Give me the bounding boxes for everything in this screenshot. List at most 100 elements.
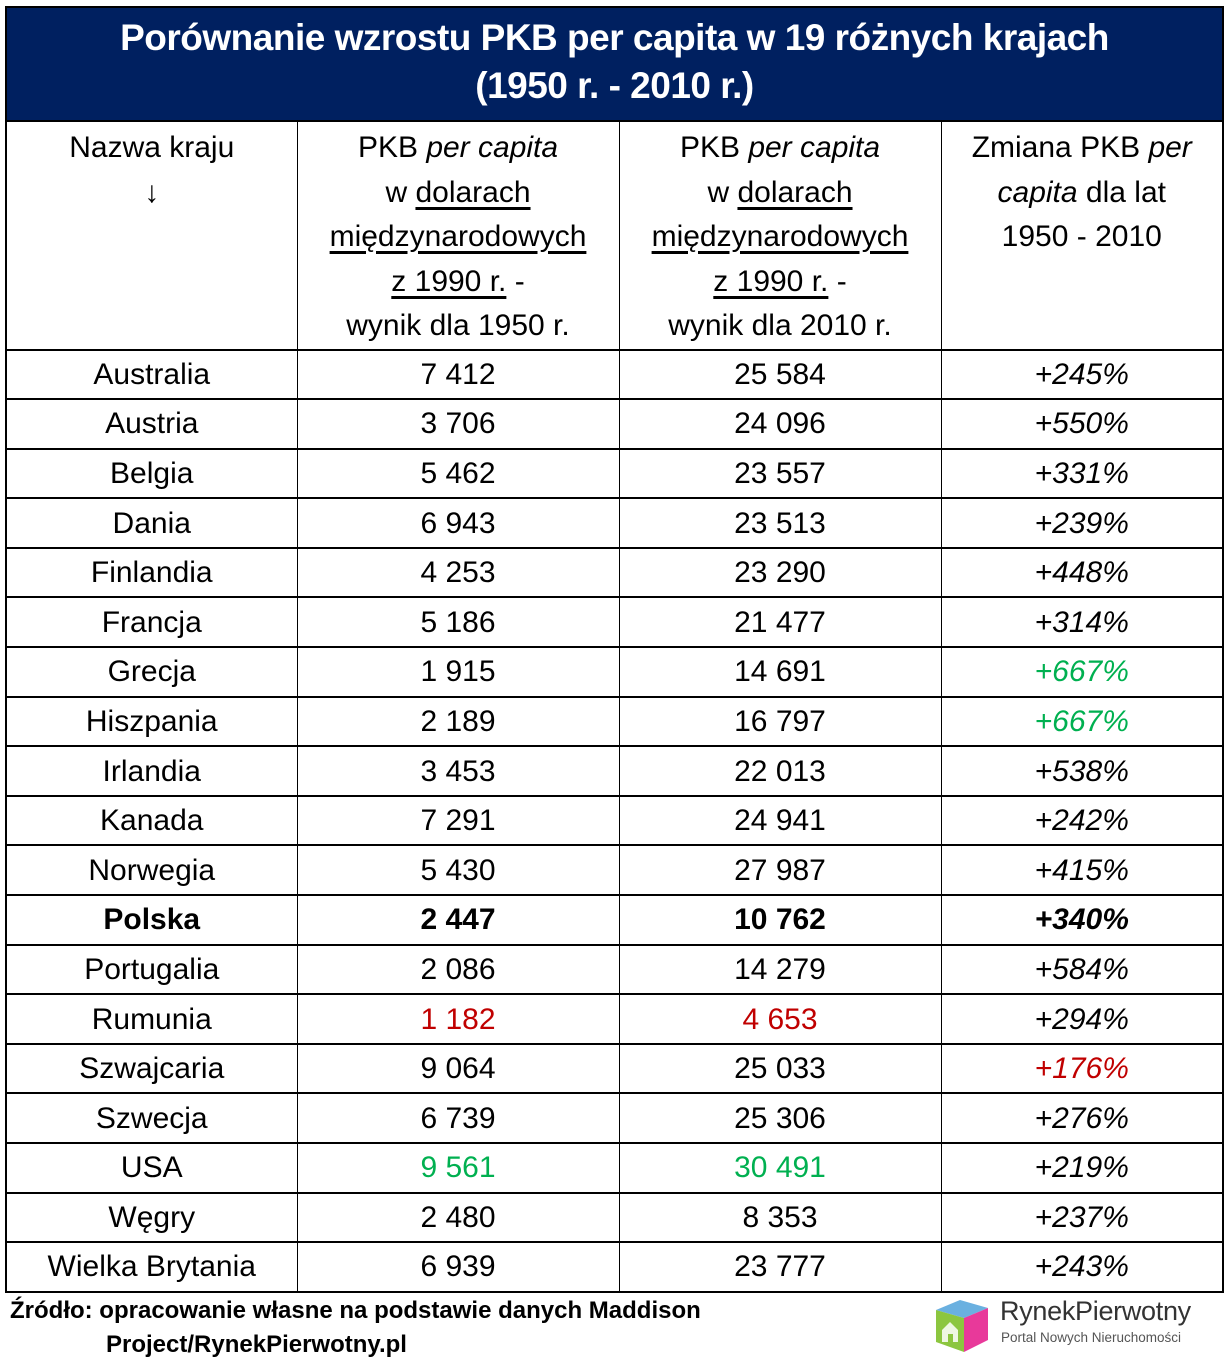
country-cell: Portugalia <box>7 944 298 996</box>
gdp-2010-cell: 30 491 <box>618 1143 942 1194</box>
gdp-1950-cell: 2 189 <box>296 696 620 748</box>
table-row: Finlandia 4 253 23 290 +448% <box>7 547 1222 599</box>
change-cell: +314% <box>940 597 1222 649</box>
gdp-2010-cell: 8 353 <box>618 1192 942 1244</box>
gdp-1950-cell: 9 064 <box>296 1043 620 1095</box>
change-cell: +667% <box>940 696 1222 748</box>
table-row: Wielka Brytania 6 939 23 777 +243% <box>7 1242 1222 1291</box>
gdp-1950-cell: 5 462 <box>296 448 620 500</box>
logo-tagline: Portal Nowych Nieruchomości <box>1001 1330 1182 1345</box>
change-cell: +242% <box>940 795 1222 847</box>
gdp-table: Nazwa kraju ↓ PKB per capita w dolarach … <box>7 122 1222 1291</box>
gdp-2010-cell: 23 290 <box>618 547 942 599</box>
gdp-2010-cell: 14 691 <box>618 647 942 698</box>
table-row: Kanada 7 291 24 941 +242% <box>7 795 1222 847</box>
table-row: Dania 6 943 23 513 +239% <box>7 498 1222 549</box>
change-cell: +584% <box>940 944 1222 996</box>
title-line-2: (1950 r. - 2010 r.) <box>475 65 754 106</box>
change-cell: +276% <box>940 1093 1222 1144</box>
gdp-2010-cell: 10 762 <box>618 895 942 946</box>
change-cell: +448% <box>940 547 1222 599</box>
change-cell: +667% <box>940 647 1222 698</box>
gdp-2010-cell: 14 279 <box>618 944 942 996</box>
gdp-2010-cell: 16 797 <box>618 696 942 748</box>
country-cell: Australia <box>7 349 298 401</box>
gdp-1950-cell: 4 253 <box>296 547 620 599</box>
country-cell: Irlandia <box>7 746 298 797</box>
country-cell: Finlandia <box>7 547 298 599</box>
country-cell: USA <box>7 1143 298 1194</box>
gdp-1950-cell: 1 915 <box>296 647 620 698</box>
country-cell: Norwegia <box>7 845 298 897</box>
gdp-table-sheet: Porównanie wzrostu PKB per capita w 19 r… <box>5 6 1224 1293</box>
header-row: Nazwa kraju ↓ PKB per capita w dolarach … <box>7 122 1222 351</box>
change-cell: +331% <box>940 448 1222 500</box>
gdp-1950-cell: 6 739 <box>296 1093 620 1144</box>
gdp-1950-cell: 2 086 <box>296 944 620 996</box>
country-cell: Szwajcaria <box>7 1043 298 1095</box>
gdp-2010-cell: 25 033 <box>618 1043 942 1095</box>
table-row: Austria 3 706 24 096 +550% <box>7 399 1222 450</box>
table-row: Grecja 1 915 14 691 +667% <box>7 647 1222 698</box>
table-row: Szwajcaria 9 064 25 033 +176% <box>7 1043 1222 1095</box>
gdp-2010-cell: 23 557 <box>618 448 942 500</box>
country-cell: Belgia <box>7 448 298 500</box>
gdp-2010-cell: 22 013 <box>618 746 942 797</box>
title-line-1: Porównanie wzrostu PKB per capita w 19 r… <box>120 17 1109 58</box>
house-cube-icon <box>936 1300 988 1352</box>
table-row: Węgry 2 480 8 353 +237% <box>7 1192 1222 1244</box>
gdp-2010-cell: 23 777 <box>618 1242 942 1291</box>
table-row: Portugalia 2 086 14 279 +584% <box>7 944 1222 996</box>
change-cell: +237% <box>940 1192 1222 1244</box>
gdp-1950-cell: 5 430 <box>296 845 620 897</box>
arrow-down-icon: ↓ <box>144 175 160 209</box>
source-note: Źródło: opracowanie własne na podstawie … <box>10 1297 701 1358</box>
gdp-1950-cell: 9 561 <box>296 1143 620 1194</box>
change-cell: +243% <box>940 1242 1222 1291</box>
rynekpierwotny-logo: RynekPierwotny Portal Nowych Nieruchomoś… <box>930 1296 1220 1352</box>
table-row: Norwegia 5 430 27 987 +415% <box>7 845 1222 897</box>
logo-brand: RynekPierwotny <box>1000 1296 1191 1326</box>
title-band: Porównanie wzrostu PKB per capita w 19 r… <box>7 8 1222 122</box>
change-cell: +239% <box>940 498 1222 549</box>
gdp-2010-cell: 25 584 <box>618 349 942 401</box>
gdp-1950-cell: 6 943 <box>296 498 620 549</box>
change-cell: +294% <box>940 994 1222 1045</box>
table-row: Hiszpania 2 189 16 797 +667% <box>7 696 1222 748</box>
table-row: Irlandia 3 453 22 013 +538% <box>7 746 1222 797</box>
gdp-1950-cell: 3 453 <box>296 746 620 797</box>
gdp-1950-cell: 1 182 <box>296 994 620 1045</box>
country-cell: Szwecja <box>7 1093 298 1144</box>
country-cell: Polska <box>7 895 298 946</box>
change-cell: +176% <box>940 1043 1222 1095</box>
table-row: Belgia 5 462 23 557 +331% <box>7 448 1222 500</box>
gdp-2010-cell: 24 096 <box>618 399 942 450</box>
country-cell: Wielka Brytania <box>7 1242 298 1291</box>
header-gdp-2010: PKB per capita w dolarach międzynarodowy… <box>618 122 942 351</box>
gdp-1950-cell: 5 186 <box>296 597 620 649</box>
change-cell: +550% <box>940 399 1222 450</box>
gdp-2010-cell: 23 513 <box>618 498 942 549</box>
table-row: Rumunia 1 182 4 653 +294% <box>7 994 1222 1045</box>
gdp-1950-cell: 2 480 <box>296 1192 620 1244</box>
table-row: Polska 2 447 10 762 +340% <box>7 895 1222 946</box>
change-cell: +245% <box>940 349 1222 401</box>
country-cell: Węgry <box>7 1192 298 1244</box>
header-change: Zmiana PKB per capita dla lat 1950 - 201… <box>940 122 1222 351</box>
gdp-2010-cell: 21 477 <box>618 597 942 649</box>
gdp-2010-cell: 24 941 <box>618 795 942 847</box>
country-cell: Austria <box>7 399 298 450</box>
table-row: Australia 7 412 25 584 +245% <box>7 349 1222 401</box>
change-cell: +415% <box>940 845 1222 897</box>
country-cell: Rumunia <box>7 994 298 1045</box>
table-row: USA 9 561 30 491 +219% <box>7 1143 1222 1194</box>
gdp-1950-cell: 6 939 <box>296 1242 620 1291</box>
gdp-2010-cell: 27 987 <box>618 845 942 897</box>
table-row: Szwecja 6 739 25 306 +276% <box>7 1093 1222 1144</box>
table-body: Australia 7 412 25 584 +245% Austria 3 706 24 … <box>7 349 1222 1291</box>
country-cell: Kanada <box>7 795 298 847</box>
table-row: Francja 5 186 21 477 +314% <box>7 597 1222 649</box>
country-cell: Hiszpania <box>7 696 298 748</box>
country-cell: Francja <box>7 597 298 649</box>
change-cell: +538% <box>940 746 1222 797</box>
